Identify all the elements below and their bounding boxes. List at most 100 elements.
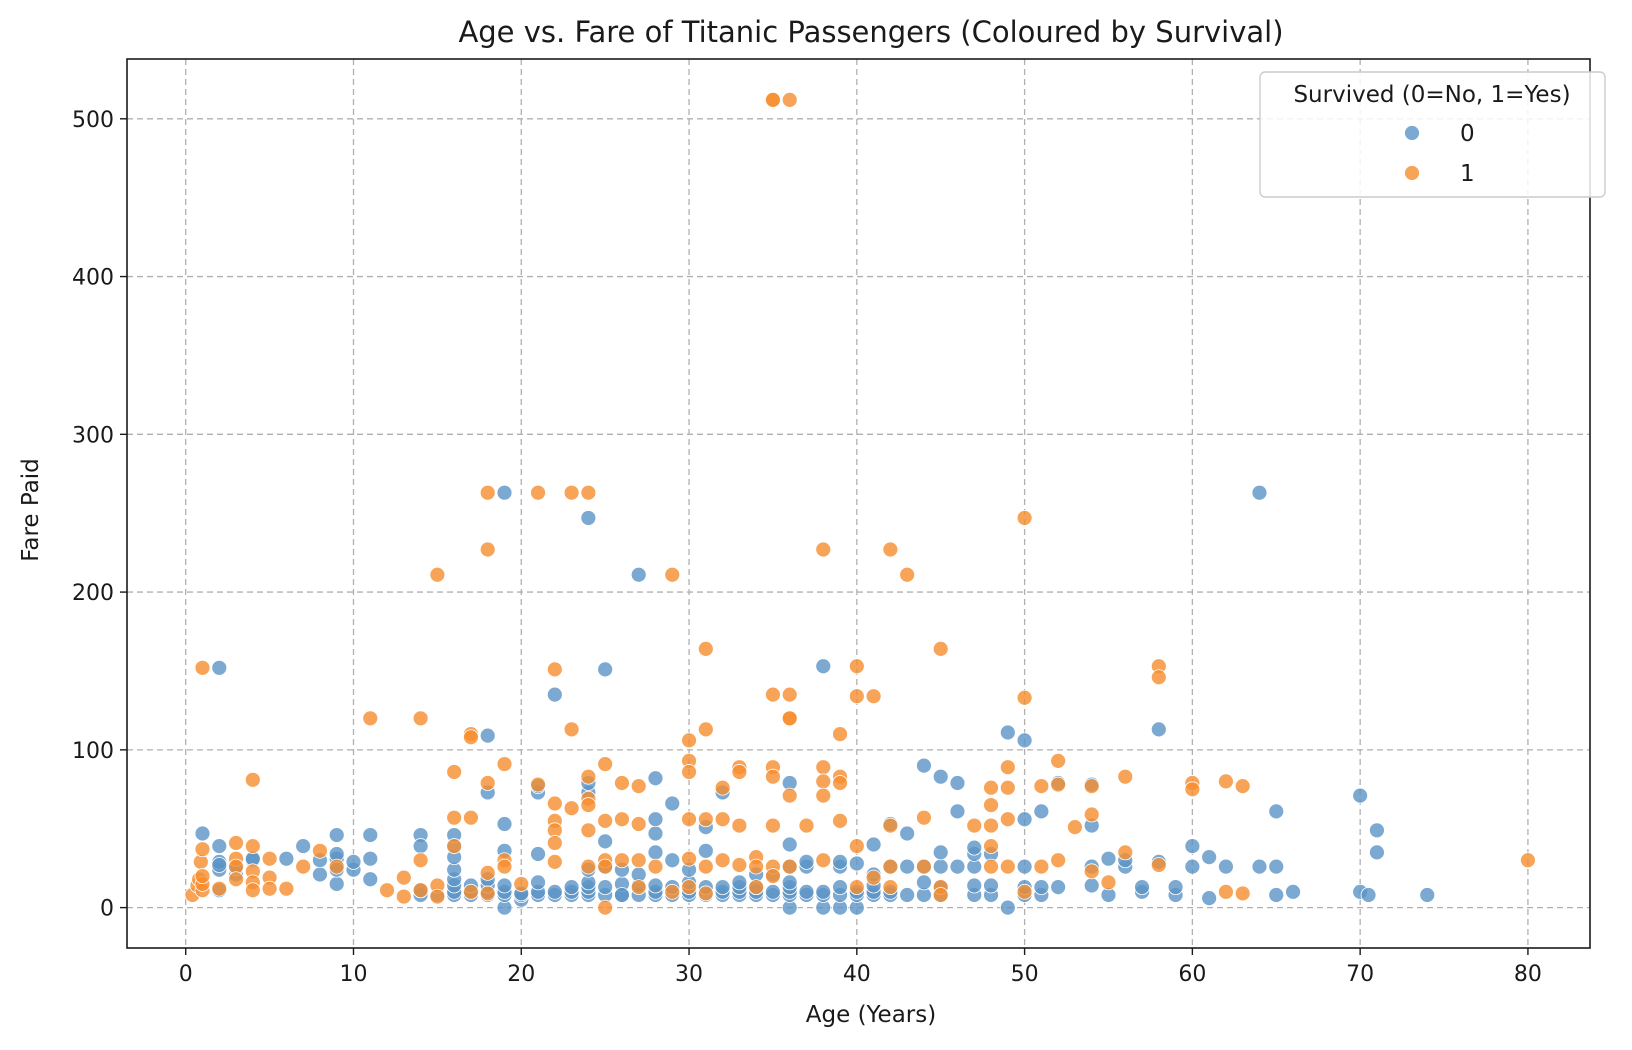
data-point-survived-0: [412, 838, 429, 854]
data-point-survived-1: [765, 768, 781, 785]
data-point-survived-1: [362, 710, 379, 727]
data-point-survived-1: [932, 887, 949, 903]
data-point-survived-1: [479, 885, 496, 902]
data-point-survived-1: [1083, 863, 1100, 880]
data-point-survived-0: [1016, 811, 1033, 828]
data-point-survived-1: [580, 797, 597, 813]
data-point-survived-0: [362, 871, 379, 888]
data-point-survived-0: [916, 757, 932, 774]
data-point-survived-1: [580, 484, 597, 501]
data-point-survived-1: [630, 778, 647, 795]
data-point-survived-1: [479, 484, 496, 501]
legend-label-0: 0: [1460, 121, 1475, 147]
x-tick-label: 10: [339, 962, 367, 987]
data-point-survived-1: [1033, 858, 1050, 875]
data-point-survived-1: [748, 858, 765, 875]
data-point-survived-1: [697, 885, 714, 902]
data-point-survived-0: [781, 836, 798, 853]
data-point-survived-0: [714, 879, 731, 896]
data-point-survived-1: [1100, 874, 1117, 891]
data-point-survived-0: [312, 866, 328, 883]
data-point-survived-1: [781, 91, 798, 108]
series-1: [184, 91, 1536, 916]
data-point-survived-1: [1234, 778, 1251, 795]
data-point-survived-0: [211, 857, 228, 873]
plot-frame: [126, 58, 1591, 949]
y-tick-label: 500: [72, 108, 114, 133]
data-point-survived-1: [697, 858, 714, 875]
data-point-survived-1: [765, 91, 781, 108]
data-point-survived-1: [664, 883, 681, 900]
data-point-survived-0: [664, 795, 681, 812]
data-point-survived-1: [1050, 852, 1067, 869]
data-point-survived-1: [781, 710, 798, 727]
data-point-survived-1: [546, 835, 563, 851]
data-point-survived-1: [865, 688, 882, 705]
data-point-survived-1: [1016, 510, 1033, 526]
data-point-survived-1: [546, 661, 563, 678]
data-point-survived-1: [832, 812, 848, 829]
data-point-survived-1: [681, 811, 697, 828]
grid-layer: [127, 59, 1590, 948]
data-point-survived-1: [1117, 768, 1134, 785]
data-point-survived-0: [999, 724, 1016, 741]
data-point-survived-1: [916, 809, 932, 826]
data-point-survived-1: [848, 838, 865, 854]
data-point-survived-1: [647, 858, 664, 875]
data-point-survived-0: [597, 833, 614, 850]
data-point-survived-1: [630, 816, 647, 832]
data-point-survived-1: [211, 880, 228, 897]
data-point-survived-1: [1016, 883, 1033, 900]
data-point-survived-1: [412, 710, 429, 727]
x-tick-label: 40: [843, 962, 871, 987]
data-point-survived-1: [932, 640, 949, 657]
data-point-survived-0: [765, 883, 781, 900]
data-point-survived-0: [1352, 787, 1369, 804]
data-point-survived-1: [815, 759, 832, 776]
data-point-survived-0: [949, 775, 966, 791]
data-point-survived-1: [1050, 776, 1067, 793]
data-point-survived-1: [395, 888, 412, 905]
data-point-survived-0: [1268, 887, 1285, 903]
data-point-survived-1: [563, 721, 580, 738]
data-point-survived-0: [1419, 887, 1436, 903]
data-point-survived-0: [278, 850, 295, 867]
data-point-survived-1: [731, 817, 748, 834]
data-point-survived-1: [1033, 778, 1050, 795]
data-point-survived-0: [295, 838, 312, 854]
data-point-survived-0: [1033, 803, 1050, 820]
data-point-survived-0: [614, 887, 630, 903]
data-point-survived-0: [1218, 858, 1234, 875]
data-point-survived-1: [815, 852, 832, 869]
data-point-survived-1: [463, 883, 479, 900]
data-point-survived-0: [999, 899, 1016, 916]
data-point-survived-0: [731, 874, 748, 891]
data-points: [184, 91, 1536, 916]
x-tick-label: 0: [179, 962, 193, 987]
legend-marker-0: [1404, 125, 1420, 141]
legend-label-1: 1: [1460, 161, 1475, 187]
data-point-survived-1: [882, 879, 899, 896]
data-point-survived-0: [832, 853, 848, 870]
data-point-survived-0: [1369, 822, 1385, 839]
x-tick-label: 30: [675, 962, 703, 987]
data-point-survived-1: [999, 779, 1016, 796]
data-point-survived-1: [597, 812, 614, 829]
data-point-survived-1: [463, 809, 479, 826]
data-point-survived-1: [261, 880, 278, 897]
data-point-survived-0: [1167, 879, 1184, 896]
data-point-survived-1: [664, 566, 681, 583]
data-point-survived-0: [479, 727, 496, 744]
data-point-survived-1: [681, 850, 697, 867]
data-point-survived-1: [999, 811, 1016, 828]
data-point-survived-1: [815, 541, 832, 558]
data-point-survived-0: [949, 858, 966, 875]
data-point-survived-1: [714, 779, 731, 796]
data-point-survived-0: [1033, 879, 1050, 896]
legend-title: Survived (0=No, 1=Yes): [1293, 82, 1570, 108]
data-point-survived-1: [815, 773, 832, 790]
data-point-survived-0: [865, 836, 882, 853]
data-point-survived-0: [1050, 879, 1067, 896]
data-point-survived-1: [983, 858, 999, 875]
